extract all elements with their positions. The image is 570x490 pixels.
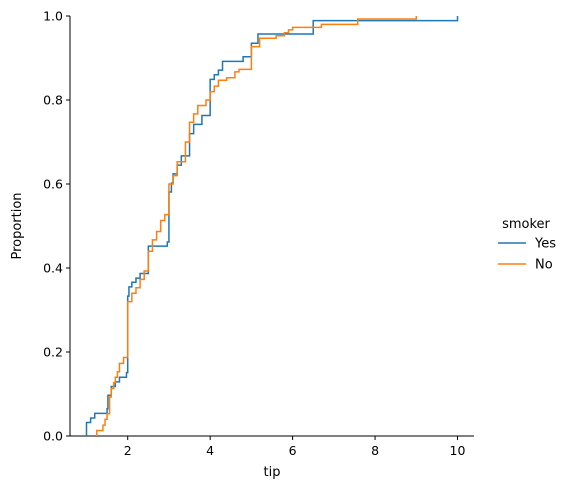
y-tick-label: 0.2 [43, 345, 63, 360]
y-axis-label: Proportion [10, 192, 25, 259]
axes: 2 4 6 8 10 0.0 0.2 0.4 0.6 0.8 1.0 [43, 9, 474, 458]
series-line-yes [85, 16, 459, 436]
legend-label-no: No [535, 258, 553, 273]
y-tick-label: 0.8 [43, 93, 63, 108]
legend-label-yes: Yes [534, 237, 556, 252]
y-tick-label: 1.0 [43, 9, 63, 24]
x-axis-label: tip [264, 465, 281, 480]
x-tick-label: 4 [206, 443, 214, 458]
x-tick-label: 2 [124, 443, 132, 458]
x-tick-label: 6 [289, 443, 297, 458]
series-lines [85, 16, 459, 436]
series-line-no [96, 16, 418, 436]
y-ticks: 0.0 0.2 0.4 0.6 0.8 1.0 [43, 9, 70, 444]
x-ticks: 2 4 6 8 10 [124, 436, 466, 458]
x-tick-label: 10 [450, 443, 466, 458]
legend-title: smoker [502, 217, 550, 232]
legend: smoker Yes No [498, 217, 556, 273]
y-tick-label: 0.6 [43, 177, 63, 192]
y-tick-label: 0.0 [43, 429, 63, 444]
y-tick-label: 0.4 [43, 261, 63, 276]
x-tick-label: 8 [371, 443, 379, 458]
